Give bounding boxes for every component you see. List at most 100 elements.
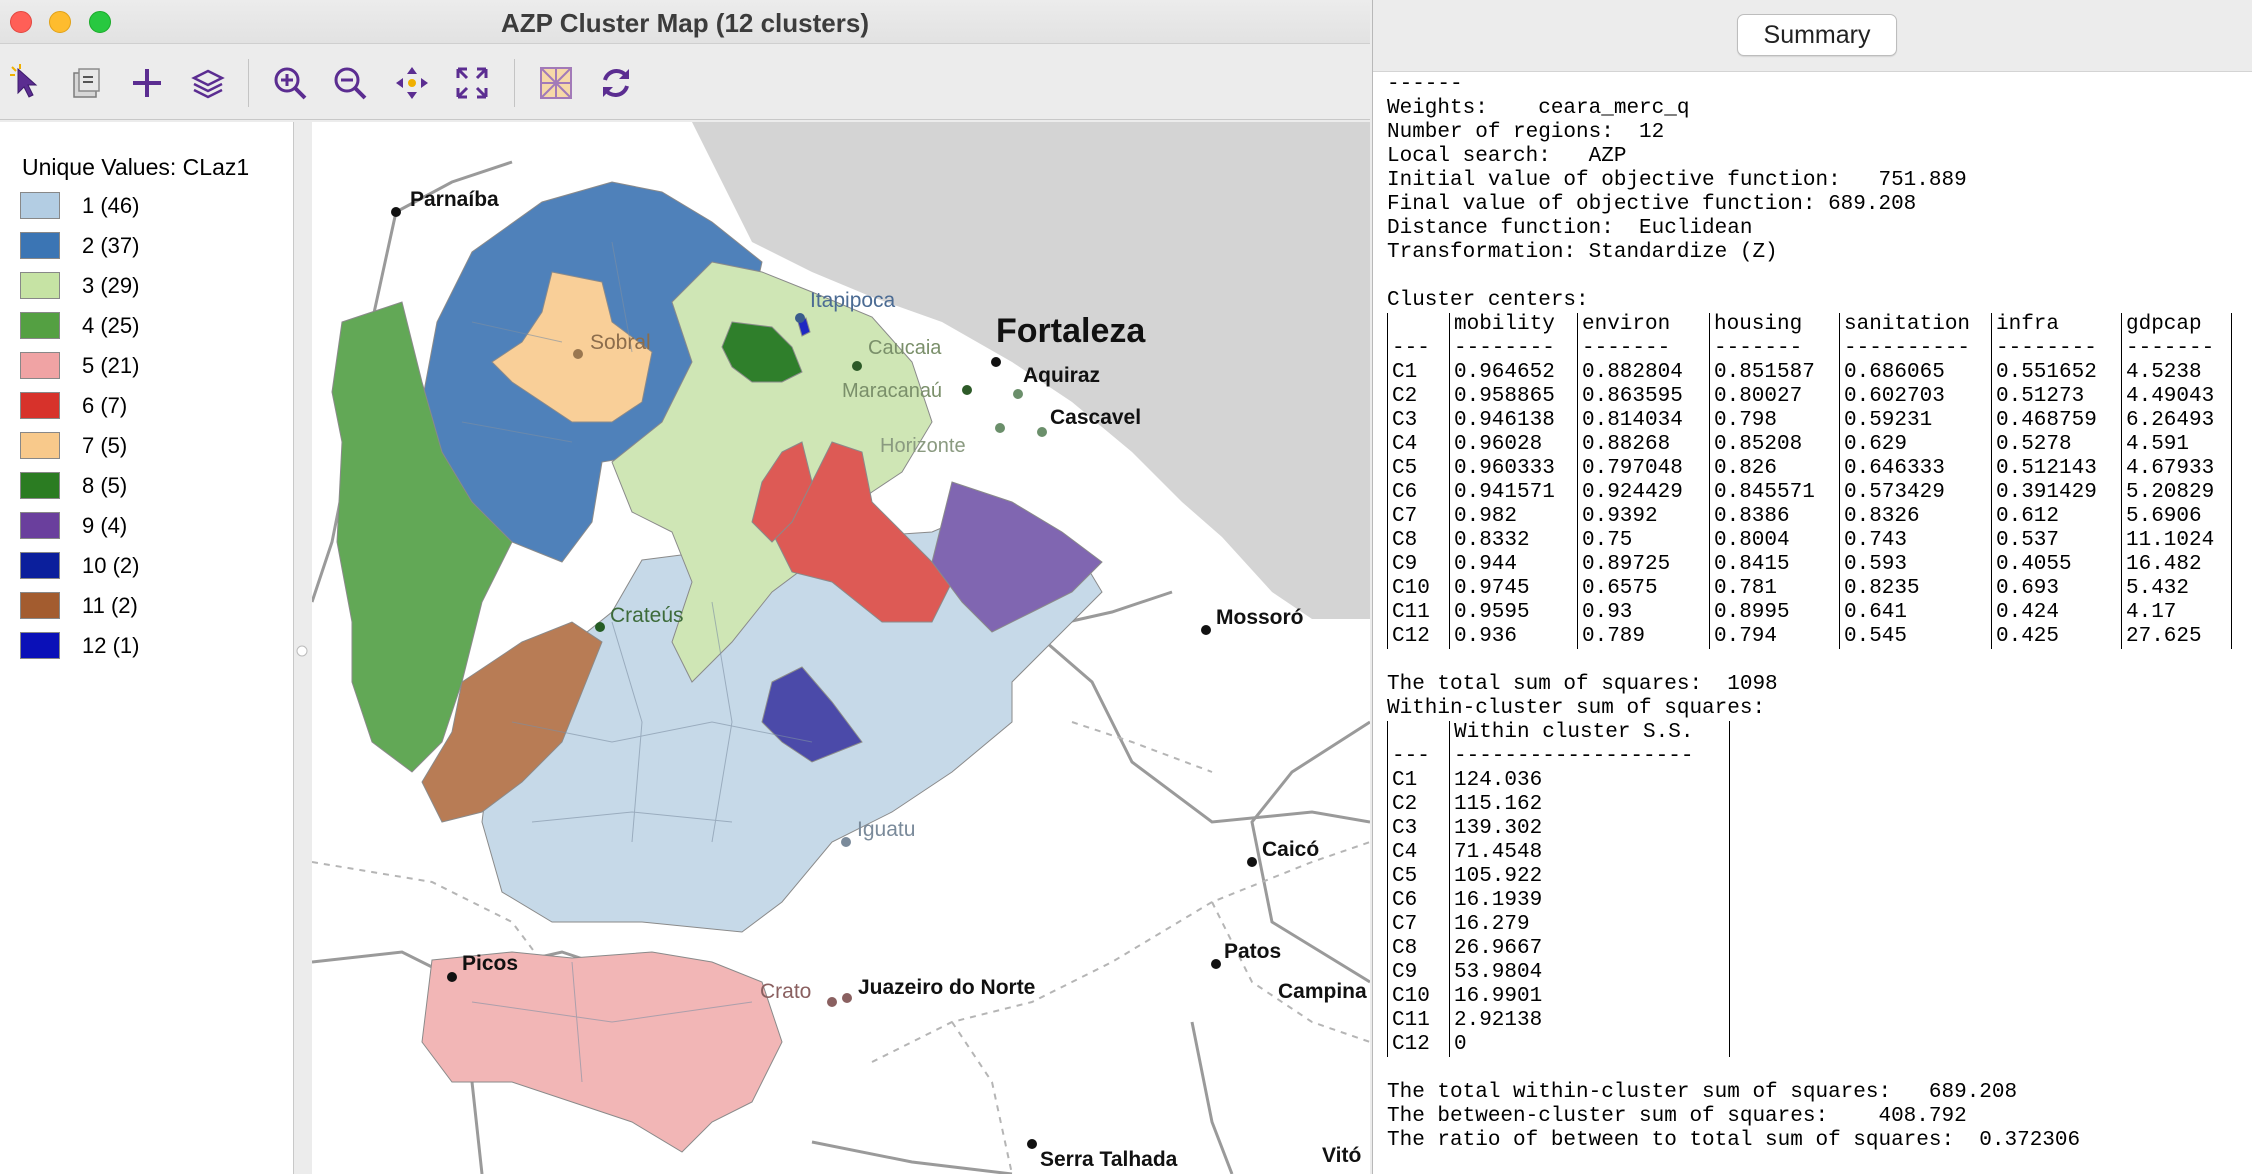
table-cell: 5.432 [2121, 577, 2232, 601]
legend-label: 10 (2) [82, 553, 140, 578]
table-row: C8 0.8332 0.75 0.8004 0.743 0.537 11.1024 [1387, 529, 2232, 553]
map-canvas[interactable]: Parnaíba Itapipoca Sobral Caucaia Fortal… [312, 122, 1370, 1174]
table-cell: 0.9392 [1577, 505, 1710, 529]
pointer-icon [10, 64, 38, 98]
table-row: C12 0 [1387, 1033, 1730, 1057]
select-tool-button[interactable] [6, 61, 50, 105]
table-cell: 0.6575 [1577, 577, 1710, 601]
table-cell: 0.798 [1709, 409, 1840, 433]
zoom-out-button[interactable] [328, 61, 372, 105]
close-window-button[interactable] [10, 11, 32, 33]
table-cell: 0.641 [1839, 601, 1992, 625]
cluster-regions [331, 181, 1103, 1153]
city-label: Parnaíba [410, 188, 499, 211]
city-label: Campina [1278, 980, 1367, 1003]
table-cell: 4.591 [2121, 433, 2232, 457]
table-cell: 2.92138 [1449, 1009, 1730, 1033]
table-cell: 0.924429 [1577, 481, 1710, 505]
table-cell: 0.551652 [1991, 361, 2122, 385]
within-ss-table: Within cluster S.S. --- ------------------… [1387, 721, 1730, 1057]
window-title: AZP Cluster Map (12 clusters) [501, 8, 869, 38]
table-cell: 0.882804 [1577, 361, 1710, 385]
legend-label: 7 (5) [82, 433, 128, 458]
table-cell: 26.9667 [1449, 937, 1730, 961]
cluster-5-region [421, 951, 783, 1153]
table-row: C1 0.964652 0.882804 0.851587 0.686065 0.5516… [1387, 361, 2232, 385]
table-cell: 0.80027 [1709, 385, 1840, 409]
tab-summary[interactable]: Summary [1737, 14, 1897, 56]
table-row: C8 26.9667 [1387, 937, 1730, 961]
city-label: Aquiraz [1023, 364, 1100, 387]
table-row: C6 16.1939 [1387, 889, 1730, 913]
table-cell: C4 [1387, 841, 1450, 865]
table-header-row: mobility environ housing sanitation infra gdp… [1387, 313, 2232, 337]
table-cell: mobility [1449, 313, 1578, 337]
table-cell: 0.612 [1991, 505, 2122, 529]
table-cell: 0.75 [1577, 529, 1710, 553]
table-row: C5 0.960333 0.797048 0.826 0.646333 0.512143 4… [1387, 457, 2232, 481]
table-cell: 0.845571 [1709, 481, 1840, 505]
table-row: C11 2.92138 [1387, 1009, 1730, 1033]
summary-report: ------ Weights: ceara_merc_q Number of reg… [1387, 73, 2247, 1168]
table-cell: C6 [1387, 481, 1450, 505]
maximize-window-button[interactable] [89, 11, 111, 33]
layers-icon [191, 69, 225, 99]
table-cell: C2 [1387, 385, 1450, 409]
pan-button[interactable] [390, 61, 434, 105]
table-cell: 4.67933 [2121, 457, 2232, 481]
minimize-window-button[interactable] [49, 11, 71, 33]
table-cell: 0.964652 [1449, 361, 1578, 385]
fit-extent-button[interactable] [450, 61, 494, 105]
report-line: Number of regions: 12 [1387, 121, 1665, 144]
table-cell: 27.625 [2121, 625, 2232, 649]
table-cell: 71.4548 [1449, 841, 1730, 865]
table-cell: C2 [1387, 793, 1450, 817]
table-cell: 115.162 [1449, 793, 1730, 817]
table-cell: 0.537 [1991, 529, 2122, 553]
city-label: Sobral [590, 331, 651, 354]
layers-button[interactable] [186, 61, 230, 105]
table-cell: 0.51273 [1991, 385, 2122, 409]
table-cell: ------- [1577, 337, 1710, 361]
table-cell: ------------------- [1449, 745, 1730, 769]
table-cell: C9 [1387, 961, 1450, 985]
table-cell: C6 [1387, 889, 1450, 913]
table-row: C3 139.302 [1387, 817, 1730, 841]
city-label: Patos [1224, 940, 1281, 963]
report-line: Distance function: Euclidean [1387, 217, 1753, 240]
table-cell: 0.958865 [1449, 385, 1578, 409]
table-cell: housing [1709, 313, 1840, 337]
table-cell: 0.4055 [1991, 553, 2122, 577]
ocean [692, 122, 1370, 619]
table-cell: 11.1024 [2121, 529, 2232, 553]
table-cell: 0.9595 [1449, 601, 1578, 625]
table-cell: 0.946138 [1449, 409, 1578, 433]
legend-label: 5 (21) [82, 353, 140, 378]
legend-label: 12 (1) [82, 633, 140, 658]
add-button[interactable] [125, 61, 169, 105]
basemap-button[interactable] [534, 61, 578, 105]
table-cell: 5.20829 [2121, 481, 2232, 505]
fullscreen-icon [456, 67, 488, 99]
legend-swatch [20, 352, 60, 379]
state-borders [312, 721, 1370, 1174]
table-cell: -------- [1991, 337, 2122, 361]
table-row: C2 115.162 [1387, 793, 1730, 817]
selection-style-button[interactable] [64, 61, 108, 105]
table-row: C4 0.96028 0.88268 0.85208 0.629 0.5278 4.591 [1387, 433, 2232, 457]
table-cell: 0.826 [1709, 457, 1840, 481]
map-legend: Unique Values: CLaz1 1 (46) 2 (37) 3 (29… [0, 122, 294, 1174]
table-cell: sanitation [1839, 313, 1992, 337]
cluster-7-region [491, 271, 653, 423]
table-cell: 0 [1449, 1033, 1730, 1057]
refresh-button[interactable] [594, 61, 638, 105]
legend-swatch [20, 432, 60, 459]
report-line: Cluster centers: [1387, 289, 1589, 312]
table-cell: environ [1577, 313, 1710, 337]
zoom-in-button[interactable] [268, 61, 312, 105]
city-label: Fortaleza [996, 312, 1146, 350]
table-cell: C8 [1387, 937, 1450, 961]
splitter-handle[interactable] [296, 645, 308, 657]
table-cell: C3 [1387, 817, 1450, 841]
report-line: Transformation: Standardize (Z) [1387, 241, 1778, 264]
